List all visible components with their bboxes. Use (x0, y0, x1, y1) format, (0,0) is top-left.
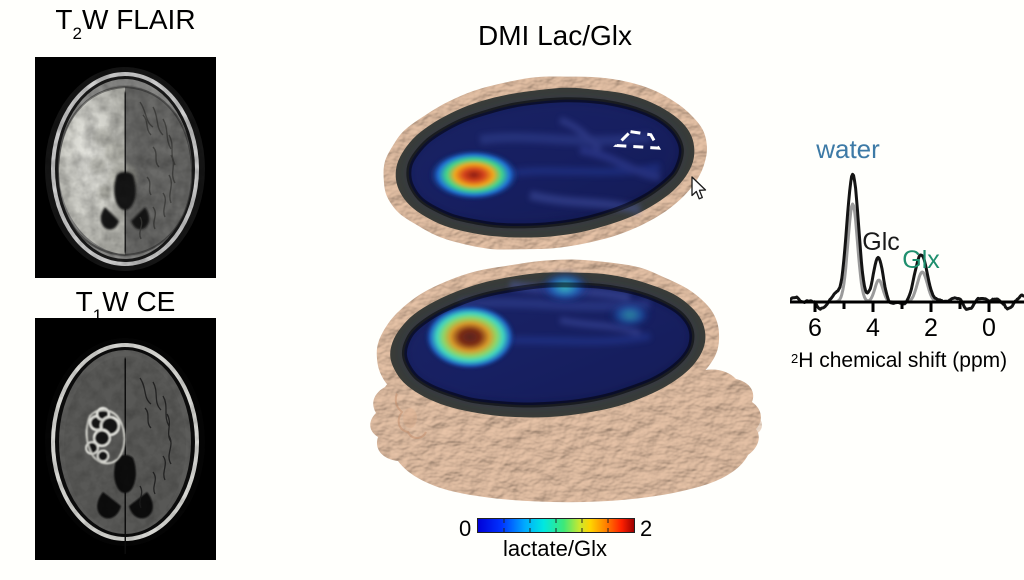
svg-text:0: 0 (982, 314, 996, 342)
svg-text:6: 6 (808, 314, 822, 342)
svg-text:water: water (815, 134, 880, 164)
svg-text:2H chemical shift (ppm): 2H chemical shift (ppm) (791, 349, 1007, 372)
svg-text:Glx: Glx (902, 246, 940, 274)
svg-text:2: 2 (924, 314, 938, 342)
svg-text:Glc: Glc (862, 228, 900, 256)
svg-text:4: 4 (866, 314, 880, 342)
